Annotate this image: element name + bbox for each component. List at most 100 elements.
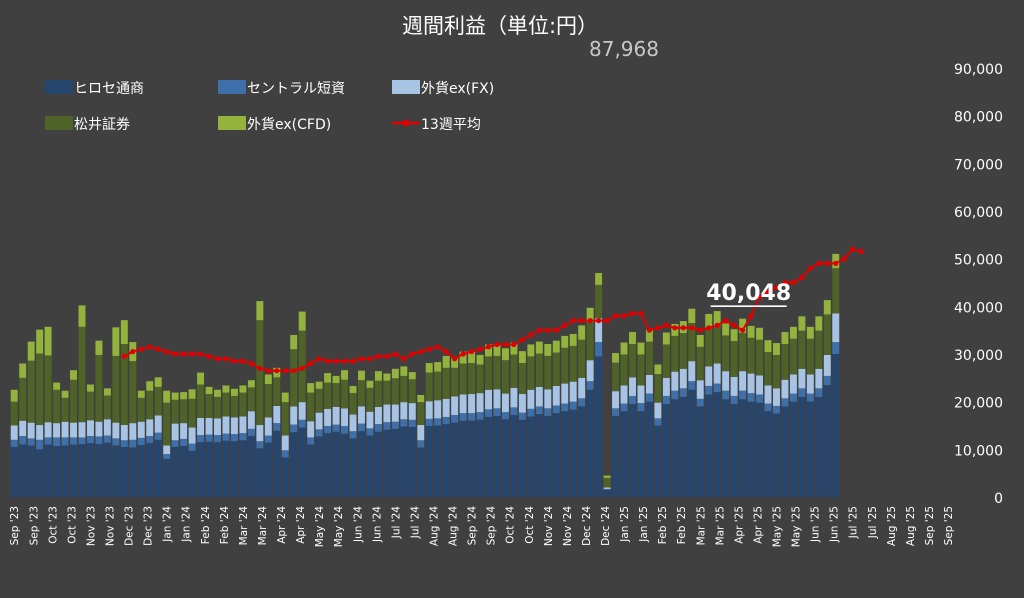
bar-4-week-92 <box>789 326 797 339</box>
x-tick-label-13: Mar '24 <box>257 506 269 546</box>
bar-0-week-31 <box>273 430 281 497</box>
x-tick-label-5: Nov '23 <box>105 506 117 546</box>
bar-3-week-63 <box>544 355 552 390</box>
bar-2-week-46 <box>400 402 408 420</box>
bar-3-week-88 <box>756 339 764 376</box>
bar-2-week-20 <box>180 423 188 439</box>
bar-1-week-31 <box>273 423 281 431</box>
bar-0-week-96 <box>823 384 831 497</box>
avg-point-71 <box>723 318 729 324</box>
bar-2-week-92 <box>789 374 797 394</box>
bar-0-week-16 <box>146 443 154 497</box>
bar-2-week-41 <box>358 406 365 424</box>
avg-point-9 <box>198 351 204 357</box>
bar-0-week-91 <box>781 406 789 497</box>
bar-3-week-28 <box>247 387 255 412</box>
x-tick-label-23: Aug '24 <box>448 506 460 546</box>
y-axis: 0 10,000 20,000 30,000 40,000 50,000 60,000 70,… <box>954 62 1003 507</box>
bar-1-week-61 <box>527 408 535 417</box>
bar-1-week-47 <box>408 419 416 427</box>
bar-1-week-29 <box>256 441 264 449</box>
bar-2-week-22 <box>197 417 205 436</box>
bar-2-week-58 <box>501 393 509 413</box>
bar-3-week-83 <box>713 325 721 364</box>
bar-3-week-86 <box>739 333 747 372</box>
bar-4-week-18 <box>163 390 171 403</box>
bar-1-week-74 <box>637 403 645 412</box>
bar-3-week-55 <box>476 364 484 394</box>
bar-4-week-72 <box>620 342 628 355</box>
avg-point-2 <box>138 346 144 352</box>
bar-1-week-62 <box>535 406 543 415</box>
bar-3-week-78 <box>671 335 679 372</box>
bar-1-week-33 <box>290 424 298 433</box>
bar-3-week-1 <box>19 377 27 421</box>
bar-4-week-90 <box>773 343 780 355</box>
bar-2-week-52 <box>451 396 459 416</box>
bar-2-week-21 <box>188 427 196 444</box>
legend-swatch-1 <box>218 80 246 94</box>
bar-2-week-57 <box>493 389 501 409</box>
bar-2-week-42 <box>366 411 374 429</box>
bar-3-week-90 <box>773 354 780 389</box>
bar-1-week-21 <box>188 443 196 451</box>
avg-point-58 <box>613 313 619 319</box>
bar-4-week-32 <box>281 392 289 403</box>
bar-4-week-1 <box>19 363 27 378</box>
bar-0-week-58 <box>501 419 509 497</box>
avg-point-34 <box>409 351 415 357</box>
bar-2-week-15 <box>137 421 145 438</box>
bar-3-week-51 <box>442 367 450 399</box>
bar-1-week-75 <box>645 393 653 402</box>
avg-point-6 <box>172 351 178 357</box>
x-tick-label-3: Oct '23 <box>66 506 78 544</box>
bar-2-week-61 <box>527 389 535 409</box>
bar-2-week-48 <box>417 425 425 441</box>
x-tick-label-17: May '24 <box>333 506 345 548</box>
bar-0-week-81 <box>696 406 704 497</box>
bar-1-week-1 <box>19 435 27 445</box>
bar-4-week-22 <box>197 372 205 385</box>
bar-2-week-27 <box>239 416 247 434</box>
bar-3-week-75 <box>645 341 653 375</box>
bar-1-week-11 <box>103 435 111 443</box>
bar-1-week-81 <box>696 398 704 407</box>
bar-1-week-49 <box>425 418 433 426</box>
bar-3-week-41 <box>358 380 365 407</box>
bar-4-week-2 <box>27 341 35 361</box>
bar-4-week-42 <box>366 380 374 388</box>
bar-2-week-16 <box>146 419 154 436</box>
bar-1-week-87 <box>747 393 755 402</box>
bar-0-week-71 <box>612 415 620 497</box>
bar-4-week-60 <box>518 351 526 364</box>
bar-4-week-8 <box>78 305 86 327</box>
bar-2-week-81 <box>696 380 704 399</box>
bar-3-week-5 <box>53 389 61 424</box>
bar-3-week-96 <box>823 314 831 355</box>
bar-4-week-21 <box>188 389 196 399</box>
bar-1-week-37 <box>324 425 332 434</box>
bar-1-week-73 <box>629 395 636 405</box>
bar-1-week-65 <box>561 403 569 412</box>
avg-point-25 <box>333 358 339 364</box>
bar-0-week-51 <box>442 424 450 497</box>
bar-4-week-15 <box>137 390 145 398</box>
bar-4-week-94 <box>806 326 814 339</box>
y-tick-label-6: 60,000 <box>954 205 1003 221</box>
bar-1-week-5 <box>53 437 61 446</box>
bar-4-week-69 <box>595 272 603 285</box>
bar-4-week-89 <box>764 340 772 353</box>
bar-0-week-69 <box>595 356 603 497</box>
avg-point-8 <box>189 351 195 357</box>
avg-point-10 <box>206 353 212 359</box>
bar-4-week-20 <box>180 392 188 400</box>
bar-1-week-56 <box>485 409 492 417</box>
y-tick-label-0: 0 <box>994 491 1003 507</box>
bar-1-week-41 <box>358 423 365 432</box>
bar-1-week-97 <box>832 342 840 354</box>
bar-1-week-55 <box>476 412 484 420</box>
bar-1-week-51 <box>442 416 450 425</box>
bar-3-week-84 <box>722 335 730 372</box>
avg-point-75 <box>756 294 763 300</box>
bar-1-week-48 <box>417 440 425 448</box>
